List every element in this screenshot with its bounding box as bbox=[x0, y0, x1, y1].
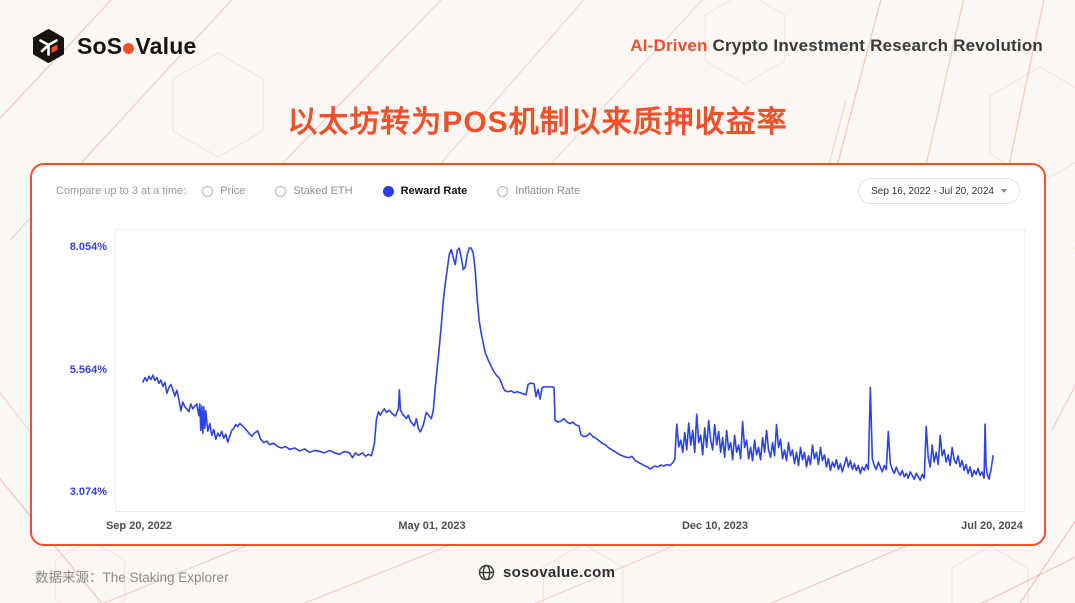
date-range-value: Sep 16, 2022 - Jul 20, 2024 bbox=[871, 185, 994, 197]
data-source-label: 数据来源： bbox=[35, 570, 103, 585]
data-source-name: The Staking Explorer bbox=[102, 570, 229, 585]
date-range-selector[interactable]: Sep 16, 2022 - Jul 20, 2024 bbox=[858, 178, 1020, 204]
radio-selected-icon bbox=[382, 185, 394, 197]
radio-reward-rate[interactable]: Reward Rate bbox=[382, 185, 468, 197]
radio-label: Price bbox=[220, 185, 246, 197]
x-tick-label: Dec 10, 2023 bbox=[681, 520, 749, 532]
logo-text: SoS Value bbox=[77, 32, 197, 59]
reward-rate-line bbox=[142, 247, 994, 482]
x-tick-label: May 01, 2023 bbox=[398, 520, 466, 532]
page-title: 以太坊转为POS机制以来质押收益率 bbox=[287, 106, 788, 139]
compare-label: Compare up to 3 at a time: bbox=[56, 185, 187, 197]
x-tick-label: Jul 20, 2024 bbox=[961, 520, 1023, 532]
chevron-down-icon bbox=[1001, 189, 1007, 193]
globe-icon bbox=[478, 564, 495, 581]
radio-label: Inflation Rate bbox=[515, 185, 581, 197]
metric-radio-group: Price Staked ETH Reward Rate Inflation Rate bbox=[202, 185, 610, 197]
logo: SoS Value bbox=[32, 29, 196, 63]
sosovalue-logo-icon bbox=[33, 29, 64, 63]
footer: 数据来源：The Staking Explorer sosovalue.com bbox=[35, 562, 1040, 590]
radio-staked-eth[interactable]: Staked ETH bbox=[275, 185, 353, 197]
tagline-accent: AI-Driven bbox=[630, 36, 708, 55]
radio-label: Staked ETH bbox=[293, 185, 353, 197]
logo-dot-icon bbox=[123, 43, 135, 54]
radio-unselected-icon bbox=[497, 185, 509, 197]
y-tick-label: 5.564% bbox=[69, 363, 107, 376]
x-tick-label: Sep 20, 2022 bbox=[105, 520, 173, 532]
chart-plot-area bbox=[115, 229, 1025, 512]
y-tick-label: 8.054% bbox=[69, 241, 107, 253]
header-tagline: AI-Driven Crypto Investment Research Rev… bbox=[630, 36, 1043, 56]
radio-label: Reward Rate bbox=[400, 185, 468, 197]
y-axis-labels: 8.054% 5.564% 3.074% bbox=[32, 229, 107, 512]
radio-inflation-rate[interactable]: Inflation Rate bbox=[497, 185, 580, 197]
website: sosovalue.com bbox=[478, 564, 615, 581]
tagline-rest: Crypto Investment Research Revolution bbox=[707, 36, 1043, 55]
x-axis-labels: Sep 20, 2022 May 01, 2023 Dec 10, 2023 Jul … bbox=[106, 520, 1025, 536]
chart-card: Compare up to 3 at a time: Price Staked E… bbox=[30, 163, 1046, 546]
website-url: sosovalue.com bbox=[503, 564, 616, 581]
data-source: 数据来源：The Staking Explorer bbox=[35, 566, 229, 586]
y-tick-label: 3.074% bbox=[69, 486, 107, 499]
controls-row: Compare up to 3 at a time: Price Staked E… bbox=[56, 177, 1020, 205]
header: SoS Value AI-Driven Crypto Investment Res… bbox=[32, 26, 1043, 66]
radio-unselected-icon bbox=[275, 185, 287, 197]
radio-price[interactable]: Price bbox=[202, 185, 245, 197]
radio-unselected-icon bbox=[202, 185, 214, 197]
